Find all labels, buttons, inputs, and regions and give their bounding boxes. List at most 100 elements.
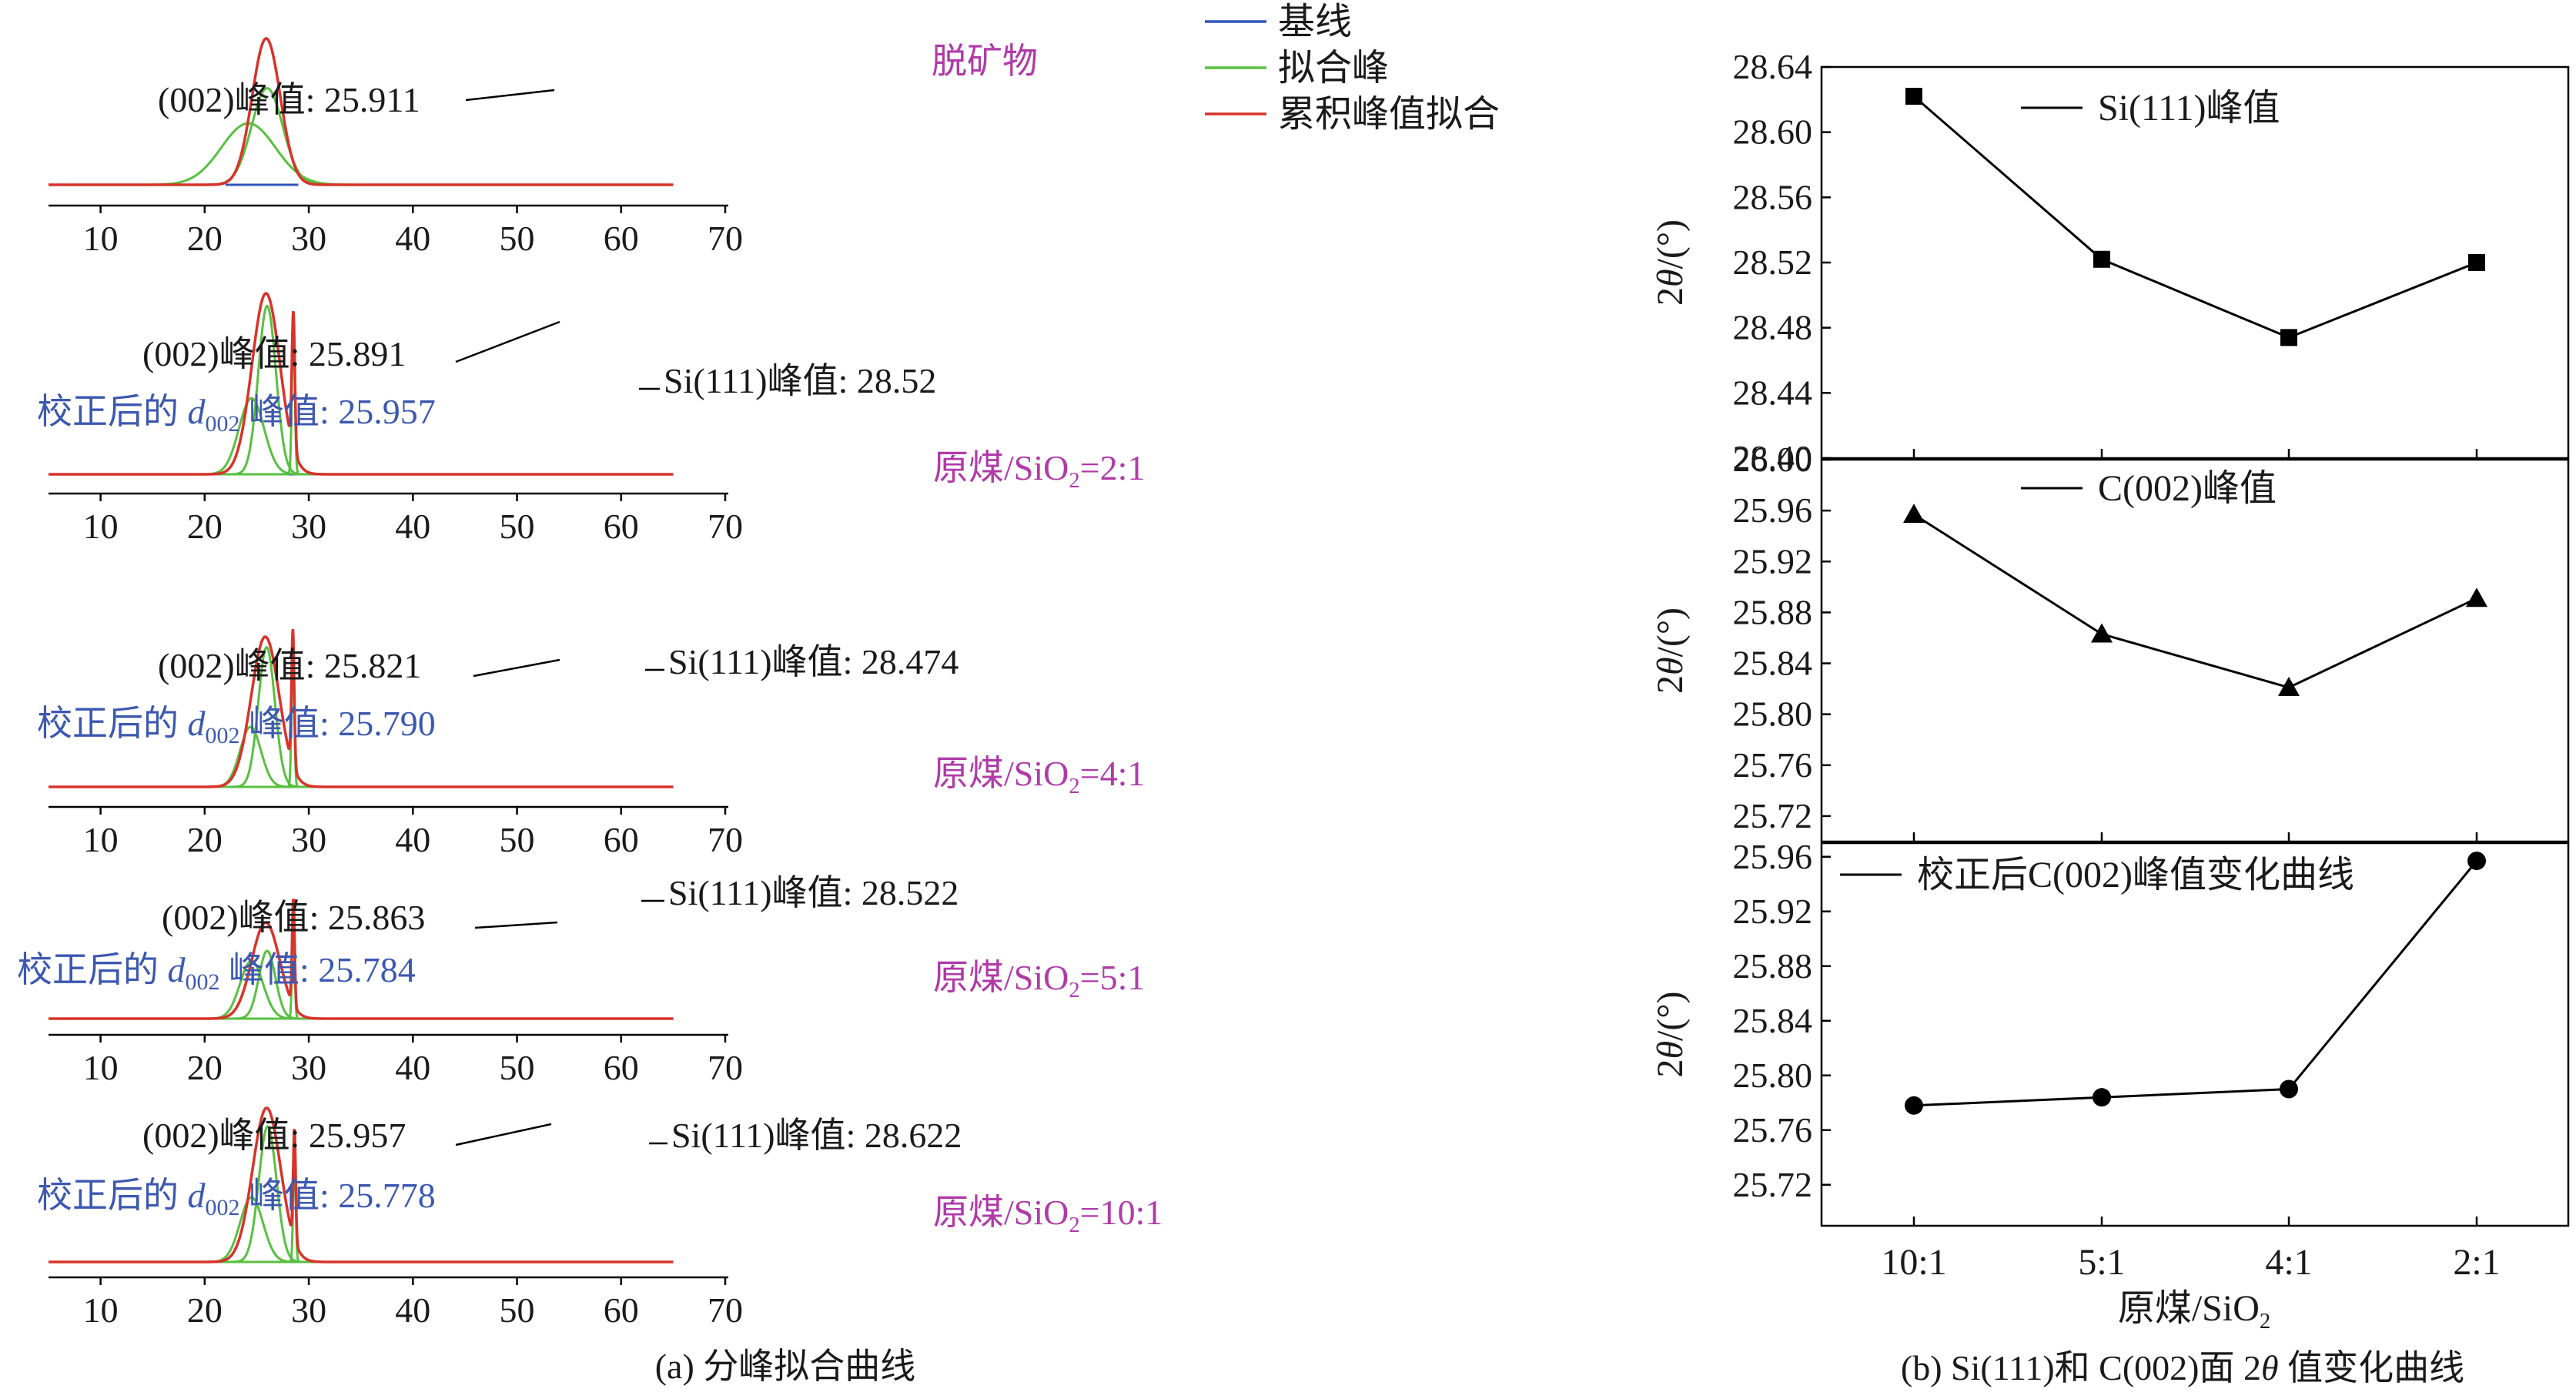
cumulative-fit-curve bbox=[49, 37, 674, 186]
c002-peak-label: (002)峰值: 25.891 bbox=[142, 334, 406, 373]
x-tick-label: 40 bbox=[395, 219, 430, 258]
calibrated-d002-label: 校正后的 d002 峰值: 25.778 bbox=[37, 1176, 436, 1220]
legend-label: 基线 bbox=[1278, 2, 1352, 42]
x-tick-label: 50 bbox=[500, 820, 535, 859]
xrd-subplot-4 bbox=[49, 899, 728, 1043]
si-peak-label: Si(111)峰值: 28.474 bbox=[668, 642, 958, 681]
data-point-circle bbox=[2280, 1079, 2298, 1099]
y-tick-label: 25.72 bbox=[1733, 796, 1813, 835]
data-point-triangle bbox=[2466, 587, 2487, 607]
x-tick-label: 20 bbox=[187, 1048, 222, 1087]
data-point-square bbox=[2093, 250, 2110, 268]
y-tick-label: 25.92 bbox=[1733, 892, 1813, 931]
x-tick-label: 60 bbox=[604, 507, 639, 546]
sample-label: 原煤/SiO2=10:1 bbox=[933, 1193, 1163, 1237]
category-label: 4:1 bbox=[2265, 1242, 2312, 1283]
c002-peak-label: (002)峰值: 25.957 bbox=[142, 1116, 406, 1155]
y-tick-label: 28.56 bbox=[1733, 177, 1813, 216]
panel-b-caption: (b) Si(111)和 C(002)面 2θ 值变化曲线 bbox=[1901, 1348, 2464, 1387]
y-tick-label: 25.80 bbox=[1733, 1056, 1813, 1095]
fit-peak-broad bbox=[49, 122, 674, 186]
peak-leader-line bbox=[474, 921, 558, 929]
x-tick-label: 30 bbox=[291, 219, 326, 258]
y-tick-label: 25.96 bbox=[1733, 837, 1813, 876]
xrd-subplot-5 bbox=[49, 1106, 728, 1285]
x-tick-label: 30 bbox=[291, 1048, 326, 1087]
peak-leader-line bbox=[455, 320, 560, 363]
data-point-circle bbox=[2467, 852, 2486, 871]
y-tick-label: 28.52 bbox=[1733, 243, 1813, 282]
fit-peak-narrow bbox=[49, 304, 674, 476]
x-tick-label: 60 bbox=[604, 219, 639, 258]
legend-label: 累积峰值拟合 bbox=[1278, 94, 1500, 135]
x-tick-label: 40 bbox=[395, 507, 430, 546]
sample-label: 脱矿物 bbox=[932, 42, 1038, 81]
trend-subplot-1 bbox=[1820, 65, 2570, 460]
peak-leader-line bbox=[465, 89, 555, 102]
x-tick-label: 70 bbox=[708, 1048, 743, 1087]
data-point-square bbox=[2280, 329, 2297, 346]
x-tick-label: 10 bbox=[83, 1290, 119, 1330]
y-tick-label: 28.44 bbox=[1733, 373, 1813, 412]
y-tick-label: 25.88 bbox=[1733, 592, 1813, 631]
x-tick-label: 20 bbox=[187, 219, 222, 258]
x-tick-label: 30 bbox=[291, 1290, 326, 1330]
x-tick-label: 40 bbox=[395, 1290, 430, 1330]
category-label: 10:1 bbox=[1881, 1242, 1946, 1283]
series-line bbox=[1913, 95, 2477, 340]
y-axis-label: 2θ/(°) bbox=[1650, 991, 1691, 1077]
x-tick-label: 70 bbox=[708, 219, 743, 258]
sample-label: 原煤/SiO2=5:1 bbox=[933, 958, 1145, 1002]
cumulative-fit-curve bbox=[49, 1106, 674, 1263]
y-tick-label: 25.76 bbox=[1733, 1110, 1813, 1150]
plot-frame bbox=[1820, 842, 2570, 1227]
calibrated-d002-label: 校正后的 d002 峰值: 25.790 bbox=[37, 704, 436, 748]
x-tick-label: 40 bbox=[395, 1048, 430, 1087]
x-tick-label: 20 bbox=[187, 820, 222, 859]
cumulative-fit-curve bbox=[49, 899, 674, 1020]
x-tick-label: 50 bbox=[500, 1290, 535, 1330]
x-axis-label: 原煤/SiO2 bbox=[2118, 1288, 2270, 1334]
x-tick-label: 10 bbox=[83, 219, 119, 258]
data-point-triangle bbox=[2278, 676, 2300, 696]
x-tick-label: 30 bbox=[291, 820, 326, 859]
peak-leader-line bbox=[455, 1123, 552, 1146]
x-tick-label: 20 bbox=[187, 507, 222, 546]
y-tick-label: 25.84 bbox=[1733, 644, 1813, 683]
x-tick-label: 60 bbox=[604, 1048, 639, 1087]
x-tick-label: 30 bbox=[291, 507, 326, 546]
category-label: 2:1 bbox=[2453, 1242, 2500, 1283]
series-line bbox=[1913, 513, 2477, 689]
legend-label: 校正后C(002)峰值变化曲线 bbox=[1917, 855, 2354, 895]
legend-label: C(002)峰值 bbox=[2098, 468, 2277, 509]
c002-peak-label: (002)峰值: 25.821 bbox=[158, 646, 421, 685]
y-tick-label: 26.00 bbox=[1733, 440, 1813, 479]
cumulative-fit-curve bbox=[49, 628, 674, 788]
y-tick-label: 25.92 bbox=[1733, 541, 1813, 581]
x-tick-label: 70 bbox=[708, 820, 743, 859]
x-tick-label: 40 bbox=[395, 820, 430, 859]
x-tick-label: 10 bbox=[83, 820, 119, 859]
peak-leader-line bbox=[473, 658, 560, 678]
x-tick-label: 60 bbox=[604, 1290, 639, 1330]
panel-a-caption: (a) 分峰拟合曲线 bbox=[655, 1347, 916, 1386]
data-point-triangle bbox=[2091, 623, 2113, 643]
si-peak-label: Si(111)峰值: 28.622 bbox=[671, 1116, 962, 1155]
y-tick-label: 25.72 bbox=[1733, 1165, 1813, 1204]
xrd-subplot-2 bbox=[49, 292, 728, 501]
x-tick-label: 70 bbox=[708, 507, 743, 546]
calibrated-d002-label: 校正后的 d002 峰值: 25.784 bbox=[17, 950, 416, 995]
calibrated-d002-label: 校正后的 d002 峰值: 25.957 bbox=[37, 392, 436, 437]
category-label: 5:1 bbox=[2078, 1242, 2125, 1283]
y-tick-label: 25.76 bbox=[1733, 745, 1813, 785]
data-point-square bbox=[2468, 254, 2485, 271]
c002-peak-label: (002)峰值: 25.911 bbox=[158, 80, 420, 119]
y-tick-label: 25.84 bbox=[1733, 1001, 1813, 1040]
trend-subplot-3 bbox=[1820, 842, 2570, 1227]
si-peak-label: Si(111)峰值: 28.52 bbox=[664, 361, 936, 400]
legend-label: Si(111)峰值 bbox=[2098, 88, 2280, 129]
cumulative-fit-curve bbox=[49, 292, 674, 476]
y-tick-label: 28.60 bbox=[1733, 112, 1813, 152]
data-point-square bbox=[1905, 88, 1922, 105]
